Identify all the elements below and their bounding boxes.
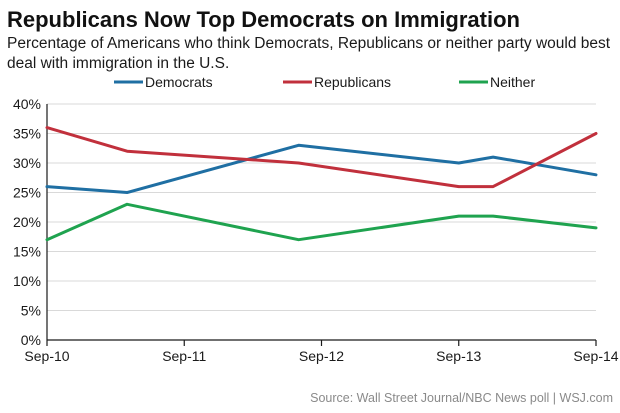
x-axis: Sep-10 Sep-11 Sep-12 Sep-13 Sep-14 <box>24 339 619 364</box>
x-tick-label: Sep-10 <box>24 348 69 364</box>
y-tick-label: 30% <box>13 155 41 171</box>
chart-subtitle: Percentage of Americans who think Democr… <box>7 35 611 72</box>
y-tick-label: 5% <box>21 303 41 319</box>
y-axis: 0% 5% 10% 15% 20% 25% 30% 35% 40% <box>13 96 48 348</box>
series-line-neither <box>45 202 598 242</box>
y-tick-label: 0% <box>21 332 41 348</box>
legend-label-neither: Neither <box>490 74 535 90</box>
chart-title: Republicans Now Top Democrats on Immigra… <box>7 7 520 32</box>
x-tick-label: Sep-11 <box>162 348 206 364</box>
legend-label-democrats: Democrats <box>145 74 213 90</box>
x-tick-label: Sep-14 <box>573 348 618 364</box>
gridlines <box>47 103 596 311</box>
source-note: Source: Wall Street Journal/NBC News pol… <box>310 391 613 405</box>
y-tick-label: 25% <box>13 185 41 201</box>
y-tick-label: 15% <box>13 244 41 260</box>
series-lines <box>45 126 598 242</box>
y-tick-label: 20% <box>13 214 41 230</box>
legend-label-republicans: Republicans <box>314 74 391 90</box>
x-tick-label: Sep-13 <box>436 348 481 364</box>
x-tick-label: Sep-12 <box>299 348 344 364</box>
y-tick-label: 35% <box>13 126 41 142</box>
series-line-democrats <box>45 143 598 194</box>
y-tick-label: 10% <box>13 273 41 289</box>
y-tick-label: 40% <box>13 96 41 112</box>
legend: Democrats Republicans Neither <box>114 74 535 90</box>
series-line-republicans <box>45 126 598 189</box>
